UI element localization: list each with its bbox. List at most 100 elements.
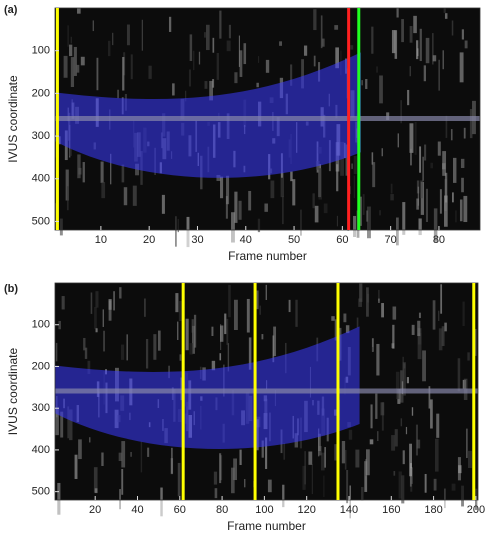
texture — [391, 30, 396, 54]
texture — [211, 326, 214, 336]
texture — [147, 447, 150, 457]
texture — [416, 198, 419, 210]
image-panel — [54, 282, 479, 519]
texture — [220, 176, 224, 199]
texture — [451, 483, 456, 491]
texture — [58, 320, 61, 330]
texture — [239, 50, 243, 77]
texture — [409, 26, 413, 43]
texture — [153, 334, 157, 360]
texture — [225, 196, 228, 219]
texture — [83, 337, 86, 351]
y-tick-label: 400 — [32, 173, 50, 185]
texture — [55, 203, 57, 230]
texture — [66, 186, 69, 211]
texture — [353, 155, 357, 175]
texture — [376, 343, 380, 376]
texture — [234, 72, 238, 84]
texture — [226, 40, 231, 52]
texture — [334, 25, 339, 30]
texture — [414, 122, 417, 155]
texture — [77, 8, 81, 14]
x-tick-label: 120 — [298, 504, 316, 516]
texture — [397, 133, 400, 148]
texture — [288, 299, 291, 313]
y-tick-label: 100 — [32, 319, 50, 331]
x-tick-label: 30 — [191, 234, 203, 246]
texture — [372, 162, 376, 188]
texture — [219, 353, 222, 361]
texture — [209, 80, 213, 101]
texture — [432, 55, 437, 62]
frame — [54, 7, 481, 231]
texture — [457, 358, 461, 392]
texture — [343, 313, 347, 323]
texture — [292, 179, 296, 206]
texture — [261, 440, 264, 458]
texture — [303, 45, 308, 56]
texture — [334, 319, 337, 341]
texture — [377, 298, 380, 303]
texture — [400, 370, 404, 403]
texture — [295, 299, 298, 327]
texture — [93, 467, 98, 493]
x-tick-label: 20 — [89, 504, 101, 516]
texture — [417, 186, 420, 206]
texture — [413, 15, 417, 34]
texture — [67, 406, 70, 439]
texture — [376, 66, 378, 73]
texture — [417, 333, 422, 345]
panel-label: (b) — [4, 283, 18, 295]
texture — [416, 439, 421, 449]
texture — [407, 89, 410, 106]
texture — [226, 318, 229, 345]
texture — [349, 485, 351, 519]
texture — [121, 441, 126, 468]
texture — [228, 24, 231, 39]
texture — [243, 43, 247, 65]
texture — [172, 83, 175, 96]
texture — [130, 451, 132, 457]
texture — [121, 164, 125, 183]
texture — [394, 429, 398, 447]
texture — [84, 347, 88, 359]
texture — [189, 343, 193, 355]
x-tick-label: 140 — [340, 504, 358, 516]
texture — [444, 195, 448, 227]
texture — [367, 206, 371, 239]
texture — [87, 360, 91, 375]
texture — [177, 218, 179, 233]
texture — [390, 183, 393, 194]
texture — [378, 289, 380, 301]
texture — [406, 377, 409, 384]
texture — [432, 33, 434, 65]
texture — [459, 52, 464, 83]
x-tick-label: 20 — [143, 234, 155, 246]
x-tick-label: 70 — [385, 234, 397, 246]
texture — [370, 404, 373, 429]
texture — [318, 433, 321, 452]
texture — [442, 163, 446, 170]
texture — [392, 306, 397, 320]
texture — [302, 465, 306, 490]
texture — [331, 316, 335, 321]
texture — [108, 300, 112, 321]
texture — [67, 25, 69, 47]
texture — [369, 439, 374, 445]
texture — [101, 182, 106, 199]
texture — [391, 435, 396, 451]
texture — [380, 402, 385, 416]
x-tick-label: 40 — [131, 504, 143, 516]
y-tick-label: 200 — [32, 360, 50, 372]
texture — [351, 163, 353, 169]
y-tick-label: 400 — [32, 444, 50, 456]
texture — [434, 438, 439, 472]
texture — [212, 79, 215, 88]
texture — [193, 314, 197, 348]
texture — [424, 473, 427, 493]
texture — [112, 32, 114, 46]
texture — [442, 50, 444, 70]
texture — [341, 440, 346, 464]
texture — [420, 181, 425, 215]
